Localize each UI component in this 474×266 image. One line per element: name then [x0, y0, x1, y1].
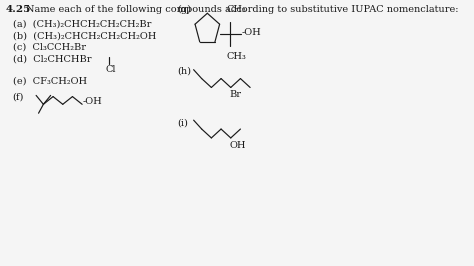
Text: Cl: Cl [106, 65, 116, 74]
Text: (b)  (CH₃)₂CHCH₂CH₂CH₂OH: (b) (CH₃)₂CHCH₂CH₂CH₂OH [13, 31, 156, 40]
Text: (c)  Cl₃CCH₂Br: (c) Cl₃CCH₂Br [13, 43, 86, 52]
Text: (i): (i) [177, 118, 188, 127]
Text: OH: OH [229, 141, 246, 150]
Text: (d)  Cl₂CHCHBr: (d) Cl₂CHCHBr [13, 55, 91, 64]
Text: CH₃: CH₃ [226, 5, 246, 14]
Text: Name each of the following compounds according to substitutive IUPAC nomenclatur: Name each of the following compounds acc… [26, 5, 458, 14]
Text: -OH: -OH [241, 28, 261, 38]
Text: (a)  (CH₃)₂CHCH₂CH₂CH₂Br: (a) (CH₃)₂CHCH₂CH₂CH₂Br [13, 19, 151, 28]
Text: (f): (f) [13, 92, 24, 101]
Text: (e)  CF₃CH₂OH: (e) CF₃CH₂OH [13, 77, 87, 86]
Text: Br: Br [229, 90, 241, 99]
Text: (g): (g) [177, 5, 191, 14]
Text: -OH: -OH [83, 97, 103, 106]
Text: 4.25: 4.25 [5, 5, 31, 14]
Text: (h): (h) [177, 67, 191, 76]
Text: CH₃: CH₃ [226, 52, 246, 61]
